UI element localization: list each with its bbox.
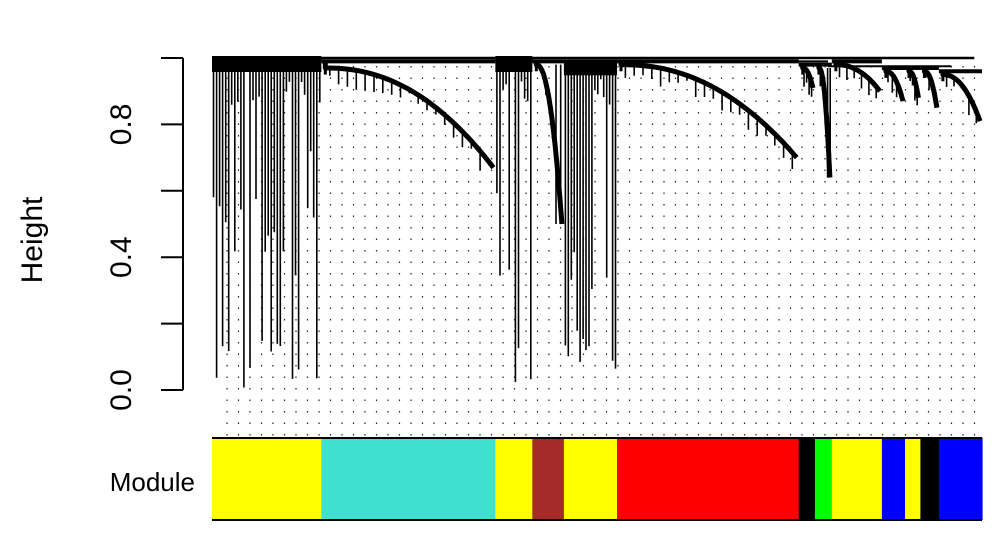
y-axis: 0.0 0.4 0.8	[105, 57, 184, 411]
module-segment-2	[495, 438, 533, 520]
cluster-3	[532, 59, 565, 225]
cluster-branches	[564, 61, 617, 369]
y-tick-label-0: 0.0	[105, 369, 138, 411]
cluster-5	[617, 59, 799, 169]
cluster-clump	[212, 58, 322, 72]
leaf-guide-dots	[226, 66, 976, 436]
cluster-envelope	[833, 61, 882, 93]
module-segment-9	[881, 438, 906, 520]
cluster-envelope	[618, 61, 799, 160]
cluster-envelope	[322, 61, 496, 170]
cluster-9	[881, 65, 906, 102]
cluster-leaves	[624, 64, 794, 169]
cluster-leaves	[538, 64, 562, 224]
cluster-0	[212, 56, 322, 388]
cluster-leaves	[803, 68, 813, 97]
dendrogram-tree	[212, 56, 983, 388]
cluster-1	[321, 59, 496, 171]
module-segment-3	[532, 438, 565, 520]
cluster-clump	[563, 61, 618, 76]
module-bar-label: Module	[110, 467, 195, 497]
cluster-envelope	[940, 71, 983, 122]
cluster-leaves	[925, 71, 937, 106]
y-tick-label-2: 0.4	[105, 236, 138, 278]
cluster-2	[495, 56, 533, 383]
module-segment-8	[831, 438, 883, 520]
module-segment-7	[814, 438, 833, 520]
cluster-branches	[212, 58, 321, 388]
cluster-branches	[496, 58, 532, 383]
module-segment-1	[321, 438, 496, 520]
module-segment-12	[938, 438, 983, 520]
module-segment-11	[920, 438, 940, 520]
cluster-leaves	[329, 68, 490, 171]
cluster-12	[938, 69, 983, 124]
module-segment-5	[617, 438, 800, 520]
cluster-6	[798, 62, 816, 97]
cluster-clump	[495, 58, 533, 72]
y-axis-label: Height	[16, 196, 49, 283]
module-segment-6	[798, 438, 816, 520]
cluster-leaves	[819, 68, 831, 178]
cluster-10	[905, 65, 921, 106]
cluster-4	[563, 59, 618, 369]
cluster-7	[814, 62, 833, 178]
module-segment-10	[905, 438, 921, 520]
cluster-leaves	[945, 74, 978, 124]
cluster-8	[831, 59, 882, 99]
cluster-11	[920, 65, 940, 109]
module-color-bar	[212, 437, 983, 521]
module-segment-0	[212, 438, 322, 520]
y-tick-label-4: 0.8	[105, 104, 138, 146]
cluster-leaves	[887, 71, 902, 98]
cluster-leaves	[838, 64, 877, 99]
module-segment-4	[563, 438, 618, 520]
